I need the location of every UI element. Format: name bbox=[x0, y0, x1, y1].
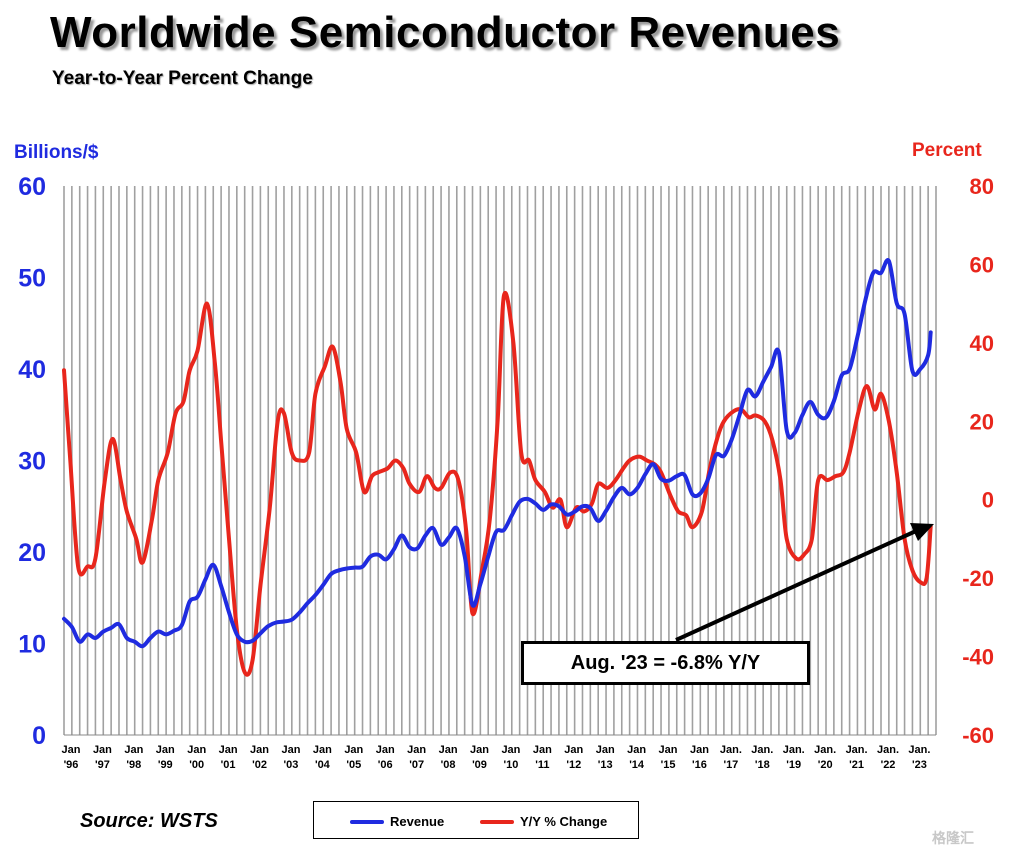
x-tick-label-month: Jan bbox=[93, 744, 112, 756]
x-tick-label-year: '18 bbox=[755, 759, 770, 771]
series-line-revenue bbox=[62, 257, 933, 649]
x-tick-label-year: '12 bbox=[566, 759, 581, 771]
x-tick-label-month: Jan. bbox=[846, 744, 868, 756]
x-tick-label-month: Jan bbox=[596, 744, 615, 756]
x-tick-label-month: Jan bbox=[313, 744, 332, 756]
legend-label-revenue: Revenue bbox=[390, 814, 445, 829]
legend-item-yoy: Y/Y % Change bbox=[480, 814, 607, 829]
right-tick-label: 0 bbox=[982, 488, 994, 513]
x-tick-label-month: Jan. bbox=[814, 744, 836, 756]
right-tick-label: -40 bbox=[962, 645, 994, 670]
x-tick-label-year: '16 bbox=[692, 759, 707, 771]
x-tick-label-year: '08 bbox=[441, 759, 456, 771]
x-tick-label-month: Jan bbox=[439, 744, 458, 756]
right-axis-label: Percent bbox=[912, 140, 982, 161]
right-tick-label: 60 bbox=[970, 252, 994, 277]
left-tick-label: 20 bbox=[18, 539, 46, 567]
left-tick-label: 50 bbox=[18, 265, 46, 293]
x-tick-label-month: Jan bbox=[533, 744, 552, 756]
x-tick-label-month: Jan bbox=[470, 744, 489, 756]
annotation-arrow-head bbox=[910, 523, 934, 541]
x-tick-label-year: '98 bbox=[126, 759, 141, 771]
annotation-arrow bbox=[675, 523, 934, 642]
right-tick-label: 20 bbox=[970, 409, 994, 434]
left-tick-label: 10 bbox=[18, 631, 46, 659]
x-tick-label-year: '07 bbox=[409, 759, 424, 771]
right-tick-label: 80 bbox=[970, 174, 994, 199]
x-tick-label-month: Jan bbox=[62, 744, 81, 756]
right-tick-label: -20 bbox=[962, 566, 994, 591]
x-tick-label-month: Jan bbox=[407, 744, 426, 756]
series-line-yoy bbox=[62, 291, 933, 677]
x-tick-label-year: '96 bbox=[64, 759, 79, 771]
x-tick-label-year: '97 bbox=[95, 759, 110, 771]
x-tick-label-month: Jan bbox=[659, 744, 678, 756]
x-tick-label-year: '00 bbox=[189, 759, 204, 771]
x-tick-label-month: Jan. bbox=[720, 744, 742, 756]
x-tick-label-month: Jan. bbox=[877, 744, 899, 756]
x-tick-label-year: '06 bbox=[378, 759, 393, 771]
x-tick-label-month: Jan bbox=[376, 744, 395, 756]
x-tick-label-year: '05 bbox=[346, 759, 361, 771]
x-tick-label-month: Jan bbox=[627, 744, 646, 756]
x-tick-label-month: Jan. bbox=[783, 744, 805, 756]
x-tick-label-year: '10 bbox=[503, 759, 518, 771]
x-tick-label-year: '14 bbox=[629, 759, 645, 771]
x-tick-label-year: '15 bbox=[661, 759, 676, 771]
x-tick-label-year: '02 bbox=[252, 759, 267, 771]
x-tick-label-year: '22 bbox=[881, 759, 896, 771]
x-tick-label-month: Jan bbox=[156, 744, 175, 756]
chart-title: Worldwide Semiconductor Revenues bbox=[50, 8, 841, 57]
x-tick-label-month: Jan bbox=[564, 744, 583, 756]
x-tick-label-year: '01 bbox=[221, 759, 236, 771]
annotation-box: Aug. '23 = -6.8% Y/Y bbox=[521, 641, 810, 685]
left-axis-label: Billions/$ bbox=[14, 142, 99, 163]
x-tick-label-month: Jan bbox=[219, 744, 238, 756]
x-tick-label-year: '19 bbox=[786, 759, 801, 771]
x-tick-label-year: '21 bbox=[849, 759, 864, 771]
chart-subtitle: Year-to-Year Percent Change bbox=[52, 68, 313, 89]
x-tick-label-year: '09 bbox=[472, 759, 487, 771]
x-tick-label-year: '20 bbox=[818, 759, 833, 771]
annotation-arrow-line bbox=[675, 529, 917, 642]
series bbox=[62, 257, 933, 677]
x-tick-label-month: Jan bbox=[501, 744, 520, 756]
watermark-logo: 格隆汇 bbox=[932, 830, 974, 846]
legend-label-yoy: Y/Y % Change bbox=[520, 814, 608, 829]
legend-swatch-yoy bbox=[480, 819, 514, 824]
x-tick-label-year: '04 bbox=[315, 759, 331, 771]
legend: Revenue Y/Y % Change bbox=[313, 801, 639, 839]
x-tick-label-year: '99 bbox=[158, 759, 173, 771]
x-tick-label-year: '03 bbox=[284, 759, 299, 771]
x-tick-label-year: '23 bbox=[912, 759, 927, 771]
left-tick-label: 60 bbox=[18, 173, 46, 201]
x-tick-label-month: Jan bbox=[281, 744, 300, 756]
x-tick-label-month: Jan. bbox=[908, 744, 930, 756]
right-axis-ticks: -60 -40 -20 0 20 40 60 80 bbox=[962, 174, 994, 748]
grid bbox=[63, 186, 937, 736]
x-tick-label-year: '17 bbox=[723, 759, 738, 771]
x-tick-label-month: Jan bbox=[344, 744, 363, 756]
x-tick-label-month: Jan. bbox=[751, 744, 773, 756]
x-tick-label-month: Jan bbox=[124, 744, 143, 756]
legend-swatch-revenue bbox=[350, 819, 384, 824]
x-axis-ticks: Jan '96 Jan '97 Jan '98 Jan '99 Jan '00 Jan '01 Jan '… bbox=[62, 744, 931, 771]
source-note: Source: WSTS bbox=[80, 810, 218, 832]
x-tick-label-month: Jan bbox=[250, 744, 269, 756]
x-tick-label-year: '13 bbox=[598, 759, 613, 771]
x-tick-label-month: Jan bbox=[690, 744, 709, 756]
left-tick-label: 0 bbox=[32, 722, 46, 750]
x-tick-label-month: Jan bbox=[187, 744, 206, 756]
left-tick-label: 40 bbox=[18, 356, 46, 384]
right-tick-label: 40 bbox=[970, 331, 994, 356]
x-tick-label-year: '11 bbox=[535, 759, 549, 771]
left-tick-label: 30 bbox=[18, 448, 46, 476]
left-axis-ticks: 0 10 20 30 40 50 60 bbox=[18, 173, 46, 750]
right-tick-label: -60 bbox=[962, 723, 994, 748]
legend-item-revenue: Revenue bbox=[350, 814, 444, 829]
